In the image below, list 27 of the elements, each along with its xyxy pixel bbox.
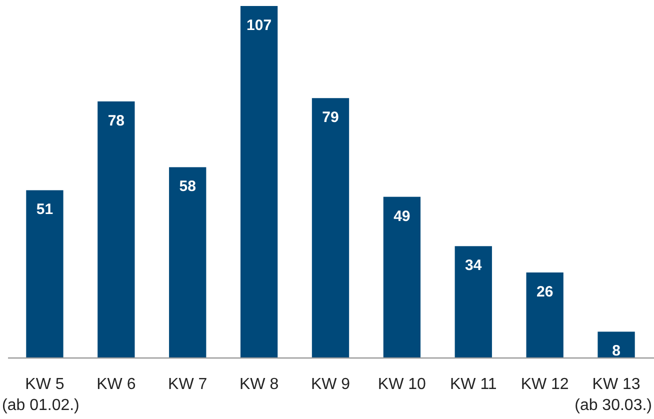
x-tick-label: KW 8	[239, 376, 279, 393]
data-label: 26	[536, 283, 554, 300]
bar	[26, 190, 64, 358]
x-tick-label: KW 12	[520, 376, 569, 393]
x-tick-label: KW 13 (ab 30.03.)	[574, 376, 652, 414]
bar	[526, 272, 564, 358]
x-tick-label: KW 11	[450, 376, 497, 393]
bar	[383, 196, 421, 358]
data-label: 34	[465, 257, 482, 274]
x-tick-label: KW 9	[310, 376, 350, 393]
bar	[240, 6, 278, 358]
data-label: 51	[36, 201, 54, 218]
data-label: 58	[179, 178, 196, 196]
bar	[169, 167, 206, 358]
data-label: 49	[394, 208, 410, 225]
x-tick-label: KW 5 (ab 01.02.)	[2, 376, 80, 414]
bar	[454, 246, 492, 358]
data-label: 8	[612, 342, 620, 360]
bar	[98, 101, 135, 358]
x-tick-label: KW 10	[378, 376, 426, 393]
x-tick-label: KW 6	[96, 376, 136, 393]
data-label: 107	[246, 17, 272, 34]
x-tick-label: KW 7	[168, 376, 208, 393]
data-label: 78	[108, 112, 125, 130]
bar	[598, 332, 635, 358]
bar	[312, 98, 350, 358]
data-label: 79	[322, 109, 339, 126]
